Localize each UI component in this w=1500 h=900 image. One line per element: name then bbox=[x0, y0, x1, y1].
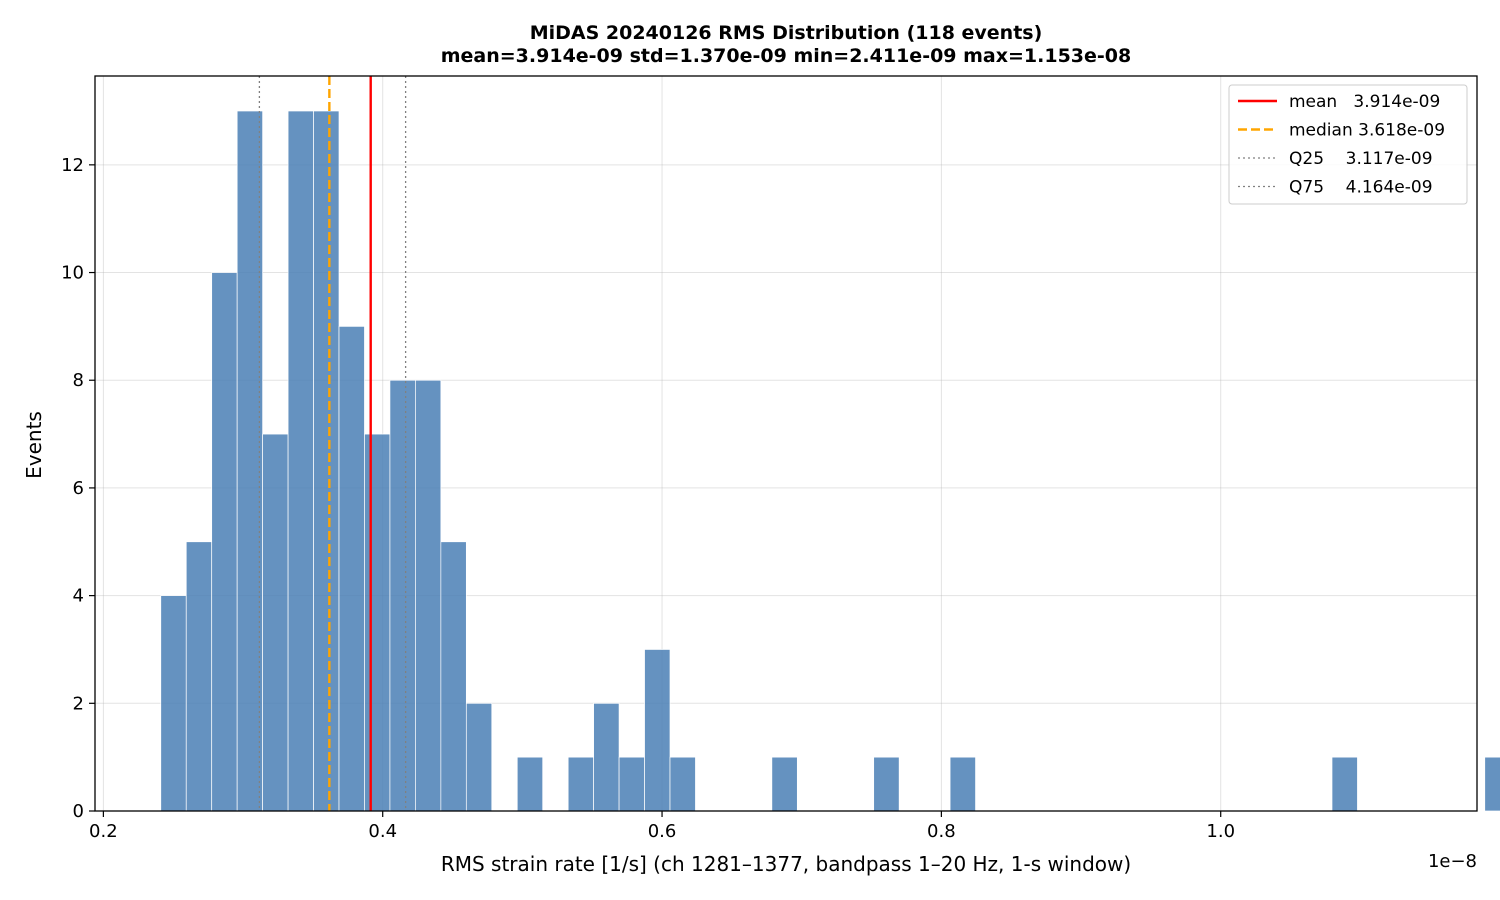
histogram-bars bbox=[160, 110, 1500, 812]
histogram-bar-31 bbox=[949, 756, 976, 812]
legend-label-2: Q25 3.117e-09 bbox=[1289, 149, 1433, 169]
histogram-bar-7 bbox=[338, 326, 365, 812]
legend: mean 3.914e-09 median 3.618e-09 Q25 3.117e… bbox=[1228, 84, 1468, 205]
x-axis-ticks: 0.2 0.4 0.6 0.8 1.0 bbox=[89, 811, 1235, 842]
histogram-bar-19 bbox=[644, 649, 671, 812]
legend-label-0: mean 3.914e-09 bbox=[1289, 92, 1440, 112]
legend-label-3: Q75 4.164e-09 bbox=[1289, 178, 1433, 198]
x-tick-label-3: 0.8 bbox=[927, 821, 956, 842]
y-tick-label-5: 10 bbox=[61, 263, 84, 284]
y-tick-label-1: 2 bbox=[73, 693, 84, 714]
chart-subtitle: mean=3.914e-09 std=1.370e-09 min=2.411e-… bbox=[441, 45, 1132, 67]
histogram-bar-1 bbox=[185, 541, 213, 812]
reference-lines bbox=[258, 76, 407, 811]
x-tick-label-0: 0.2 bbox=[89, 821, 118, 842]
histogram-bar-17 bbox=[593, 702, 620, 812]
histogram-bar-16 bbox=[567, 756, 594, 812]
histogram-bar-12 bbox=[465, 702, 493, 812]
histogram-bar-0 bbox=[160, 595, 187, 812]
y-tick-label-6: 12 bbox=[61, 155, 84, 176]
histogram-bar-5 bbox=[287, 110, 314, 812]
histogram-bar-24 bbox=[771, 756, 798, 812]
x-tick-label-4: 1.0 bbox=[1206, 821, 1235, 842]
y-tick-label-3: 6 bbox=[73, 478, 84, 499]
y-axis-label: Events bbox=[22, 411, 46, 479]
histogram-bar-3 bbox=[236, 110, 263, 812]
x-axis-scale-label: 1e−8 bbox=[1428, 851, 1477, 872]
x-tick-label-2: 0.6 bbox=[648, 821, 677, 842]
histogram-bar-2 bbox=[211, 272, 238, 812]
histogram-bar-4 bbox=[262, 433, 289, 812]
y-tick-label-4: 8 bbox=[73, 370, 84, 391]
histogram-bar-28 bbox=[873, 756, 900, 812]
x-tick-label-1: 0.4 bbox=[368, 821, 397, 842]
histogram-bar-11 bbox=[440, 541, 467, 812]
y-tick-label-0: 0 bbox=[73, 801, 84, 822]
y-tick-label-2: 4 bbox=[73, 586, 84, 607]
plot-frame bbox=[94, 75, 1478, 812]
legend-label-1: median 3.618e-09 bbox=[1289, 121, 1445, 141]
histogram-bar-20 bbox=[669, 756, 696, 812]
histogram-bar-9 bbox=[389, 379, 416, 812]
histogram-bar-52 bbox=[1484, 756, 1500, 812]
histogram-bar-6 bbox=[313, 110, 340, 812]
histogram-bar-18 bbox=[618, 756, 645, 812]
histogram-bar-10 bbox=[415, 379, 442, 812]
histogram-bar-14 bbox=[516, 756, 544, 812]
x-axis-label: RMS strain rate [1/s] (ch 1281–1377, ban… bbox=[441, 852, 1131, 876]
legend-box bbox=[1228, 84, 1468, 205]
y-axis-ticks: 0 2 4 6 8 10 12 bbox=[61, 155, 95, 822]
chart-title: MiDAS 20240126 RMS Distribution (118 eve… bbox=[530, 22, 1043, 44]
histogram-bar-8 bbox=[364, 433, 391, 812]
histogram-bar-46 bbox=[1331, 756, 1358, 812]
